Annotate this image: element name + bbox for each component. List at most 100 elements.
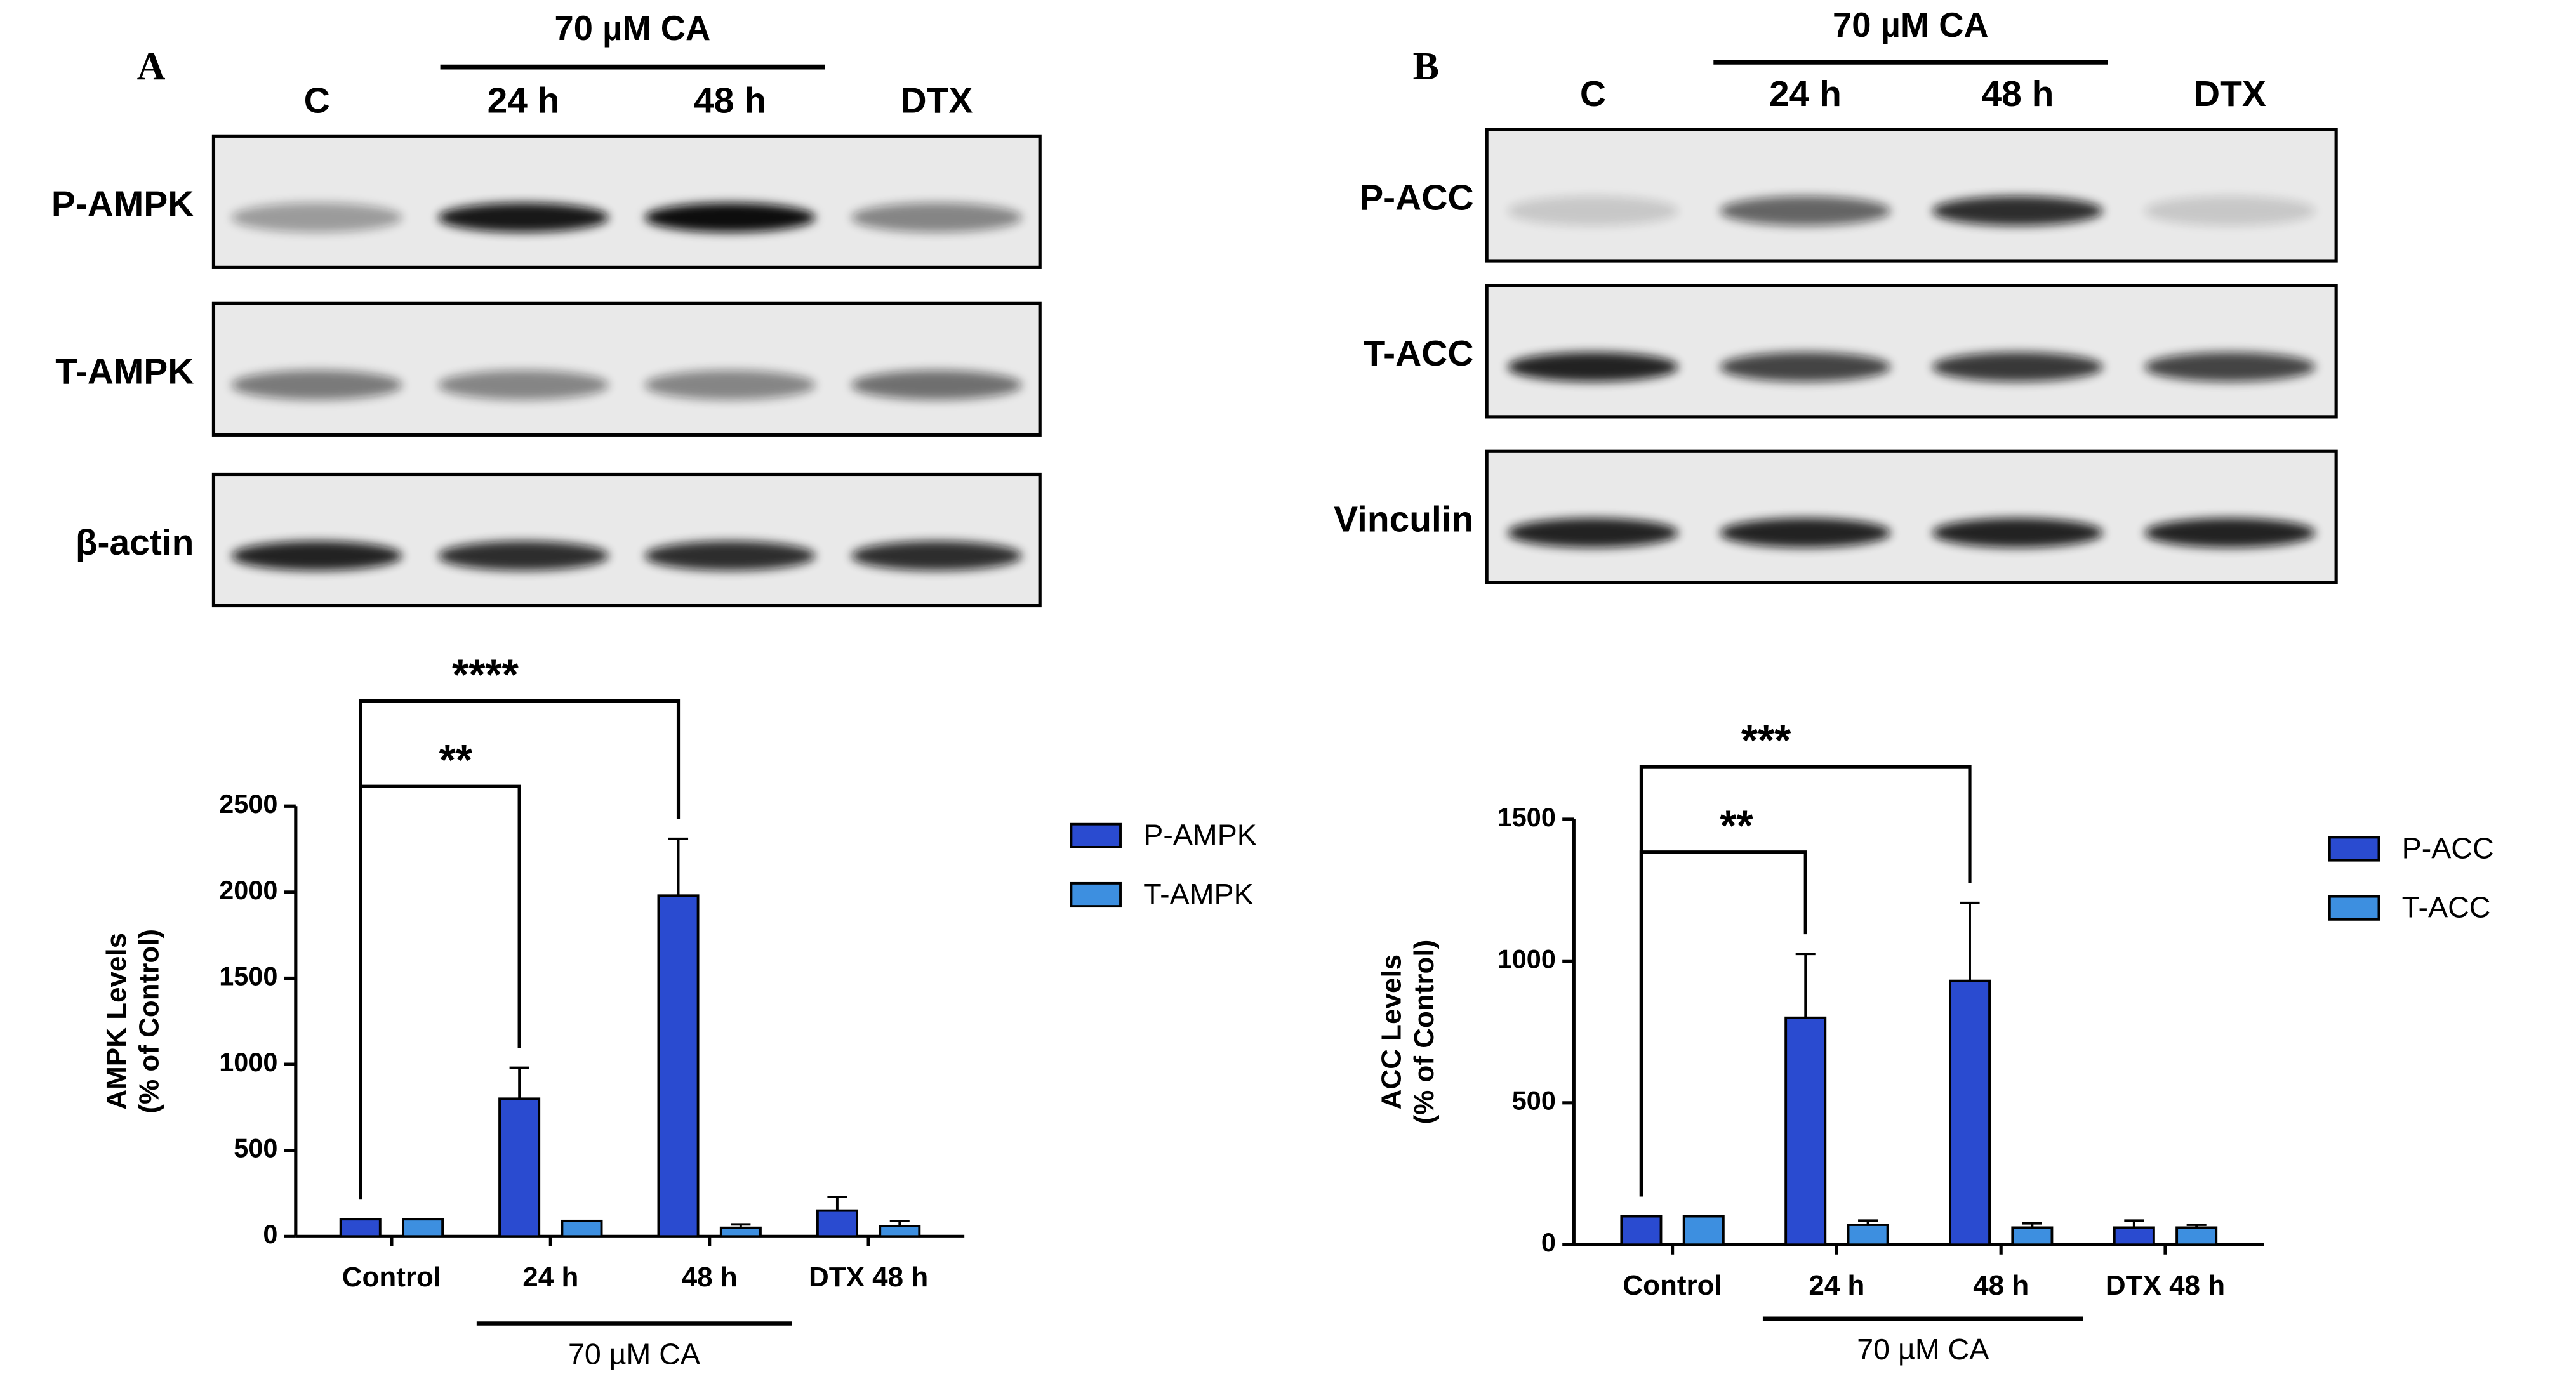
blot-box	[1485, 449, 2338, 584]
y-tick-label: 2000	[219, 876, 277, 905]
blot-group-label: 70 µM CA	[555, 9, 711, 48]
blot-band	[231, 541, 402, 571]
bar	[1949, 979, 1991, 1246]
x-tick-label: Control	[1623, 1270, 1722, 1301]
significance-bracket	[1639, 850, 1807, 1197]
x-tick-label: 24 h	[522, 1262, 578, 1293]
x-tick-label: DTX 48 h	[809, 1262, 928, 1293]
bar	[2011, 1226, 2054, 1246]
x-tick-label: 24 h	[1809, 1270, 1864, 1301]
significance-bracket	[359, 699, 681, 1200]
legend-label: T-ACC	[2402, 891, 2491, 924]
blot-band	[1720, 518, 1891, 548]
y-tick-label: 0	[1541, 1228, 1556, 1257]
legend-label: T-AMPK	[1143, 878, 1253, 911]
blot-row-label: β-actin	[76, 522, 194, 563]
blot-box	[1485, 128, 2338, 263]
lane-label: C	[1580, 74, 1606, 114]
y-tick-label: 1000	[219, 1048, 277, 1077]
bar	[402, 1218, 444, 1238]
bar	[657, 894, 700, 1238]
blot-row-label: Vinculin	[1334, 499, 1473, 540]
blot-band	[851, 370, 1023, 400]
bar	[498, 1097, 541, 1238]
legend-label: P-ACC	[2402, 831, 2494, 864]
blot-band	[231, 202, 402, 232]
blot-band	[1507, 352, 1678, 382]
blot-band	[1932, 196, 2103, 226]
lane-label: 48 h	[1981, 74, 2054, 114]
blot-band	[644, 202, 816, 232]
y-axis-label: ACC Levels	[1376, 954, 1407, 1109]
blot-band	[1507, 518, 1678, 548]
blot-band	[1932, 352, 2103, 382]
blot-band	[1932, 518, 2103, 548]
blot-box	[211, 134, 1042, 269]
panel-label: A	[137, 45, 166, 88]
bar	[339, 1218, 382, 1238]
y-tick-label: 500	[234, 1134, 277, 1163]
lane-label: 48 h	[694, 81, 766, 121]
x-tick-label: DTX 48 h	[2106, 1270, 2225, 1301]
blot-band	[644, 370, 816, 400]
y-tick-label: 2500	[219, 789, 277, 819]
bar	[816, 1209, 858, 1238]
y-tick-label: 0	[263, 1220, 277, 1249]
blot-row-label: P-ACC	[1359, 177, 1473, 218]
blot-band	[1720, 352, 1891, 382]
blot-band	[2144, 352, 2316, 382]
y-axis-label: (% of Control)	[1409, 940, 1440, 1125]
blot-row-label: T-ACC	[1364, 333, 1474, 374]
lane-label: 24 h	[488, 81, 560, 121]
bar	[2175, 1226, 2218, 1246]
legend-label: P-AMPK	[1143, 819, 1257, 852]
lane-label: DTX	[901, 81, 973, 121]
y-tick-label: 500	[1512, 1086, 1556, 1116]
y-tick-label: 1000	[1497, 944, 1556, 973]
x-tick-label: 48 h	[1973, 1270, 2029, 1301]
blot-band	[1720, 196, 1891, 226]
significance-label: **	[1720, 802, 1753, 850]
blot-box	[1485, 284, 2338, 419]
lane-label: DTX	[2194, 74, 2266, 114]
blot-band	[438, 541, 609, 571]
blot-band	[851, 541, 1023, 571]
bar	[561, 1219, 603, 1238]
blot-band	[438, 202, 609, 232]
blot-group-label: 70 µM CA	[1833, 6, 1989, 44]
y-axis-label: AMPK Levels	[101, 933, 132, 1110]
blot-box	[211, 472, 1042, 608]
lane-label: 24 h	[1769, 74, 1842, 114]
significance-bracket	[359, 784, 521, 1200]
group-label: 70 µM CA	[1857, 1333, 1989, 1366]
x-tick-label: 48 h	[682, 1262, 738, 1293]
panel-label: B	[1413, 45, 1439, 88]
y-tick-label: 1500	[1497, 803, 1556, 832]
legend-swatch	[2328, 836, 2380, 862]
blot-row-label: T-AMPK	[55, 352, 194, 392]
x-tick-label: Control	[342, 1262, 441, 1293]
bar	[2113, 1226, 2155, 1246]
lane-label: C	[304, 81, 330, 121]
blot-band	[851, 202, 1023, 232]
bar	[719, 1226, 762, 1238]
legend-swatch	[1070, 822, 1122, 848]
blot-band	[2144, 518, 2316, 548]
bar	[1784, 1016, 1827, 1246]
significance-label: **	[439, 737, 473, 784]
blot-band	[2144, 196, 2316, 226]
bar	[1847, 1224, 1889, 1246]
significance-label: ***	[1741, 717, 1791, 765]
bar	[1682, 1215, 1725, 1246]
legend-swatch	[2328, 895, 2380, 921]
blot-band	[1507, 196, 1678, 226]
significance-label: ****	[452, 651, 519, 699]
bar	[1620, 1215, 1663, 1246]
blot-box	[211, 301, 1042, 437]
bar	[879, 1225, 921, 1238]
y-tick-label: 1500	[219, 961, 277, 991]
y-axis-label: (% of Control)	[134, 929, 165, 1114]
legend-swatch	[1070, 881, 1122, 908]
blot-band	[438, 370, 609, 400]
